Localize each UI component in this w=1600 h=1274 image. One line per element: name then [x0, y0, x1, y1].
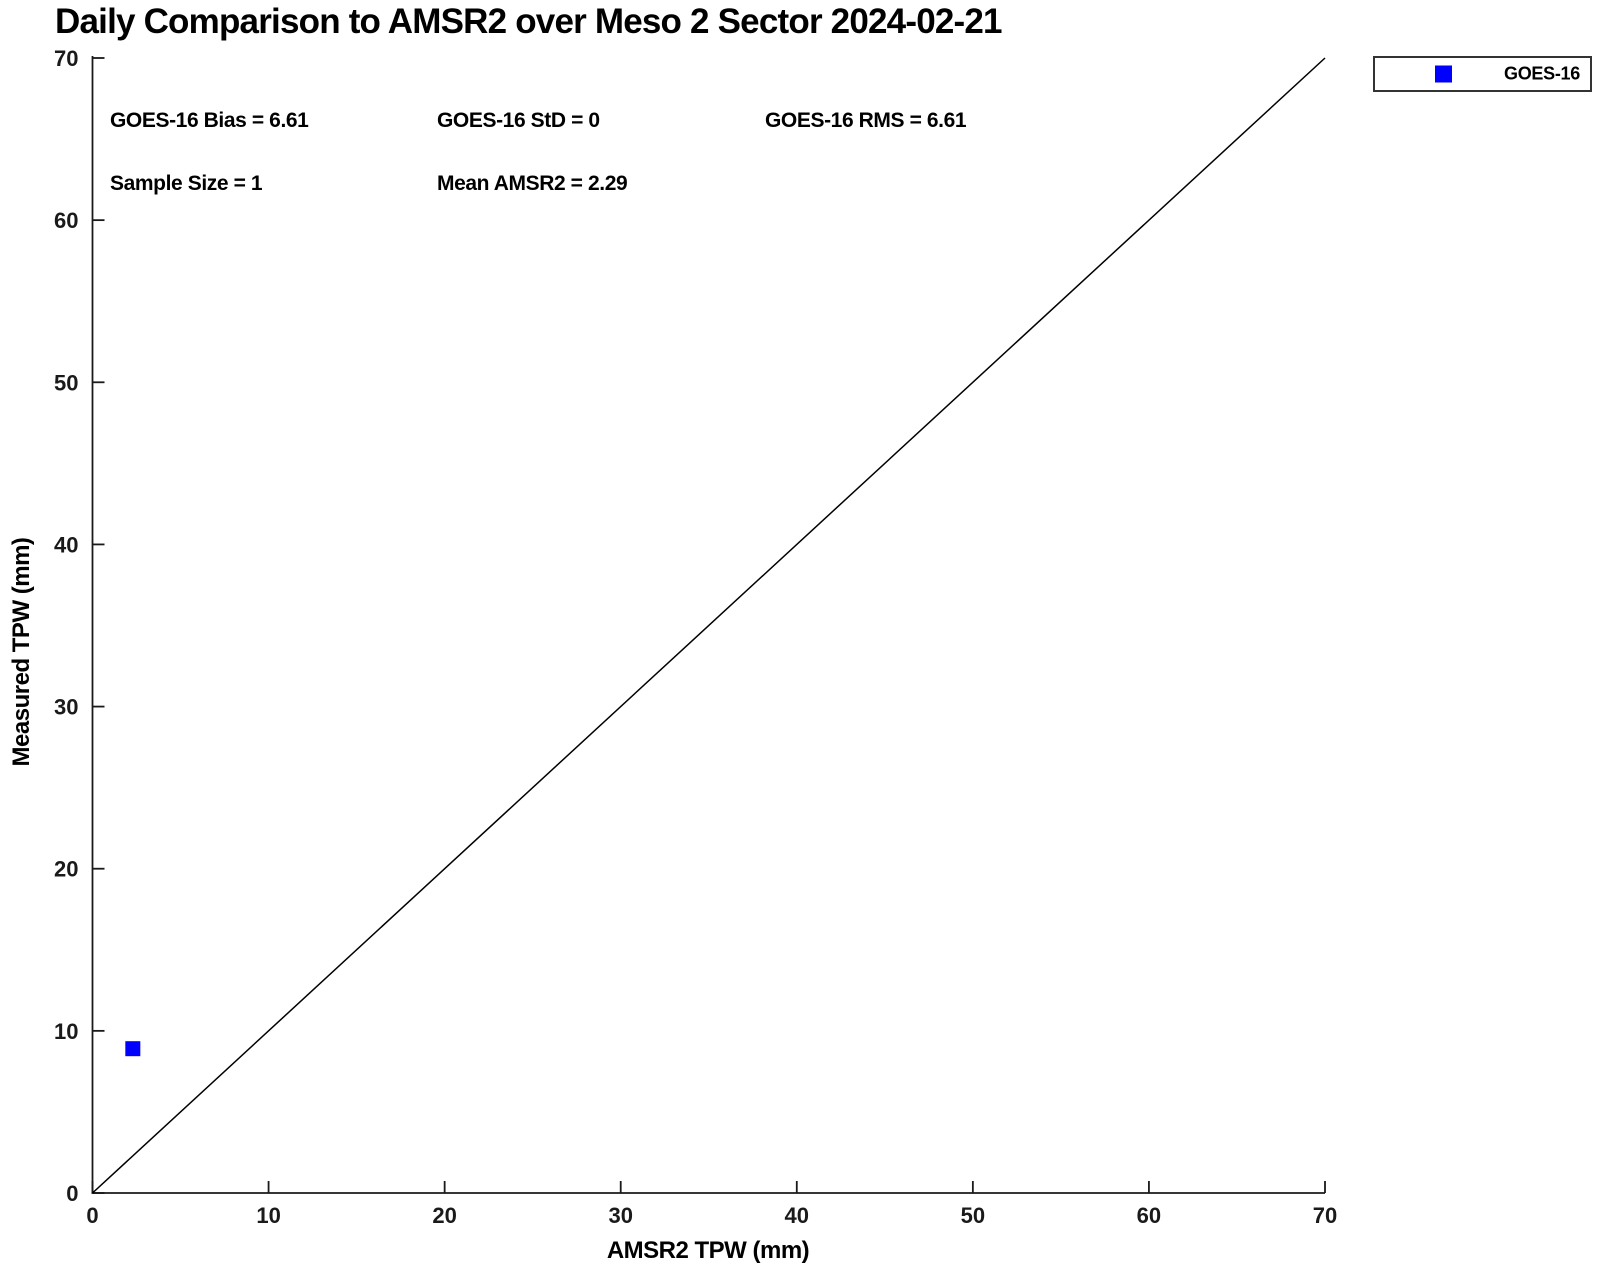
stat-sample-size: Sample Size = 1	[110, 172, 263, 195]
legend-entry-label: GOES-16	[1504, 63, 1580, 84]
chart-title: Daily Comparison to AMSR2 over Meso 2 Se…	[55, 2, 1003, 41]
legend-square-marker-icon	[1435, 65, 1452, 83]
x-tick-label: 70	[1313, 1203, 1337, 1228]
legend: GOES-16	[1373, 56, 1592, 92]
data-point-marker	[125, 1041, 141, 1057]
y-tick-label: 20	[54, 857, 78, 882]
stat-rms: GOES-16 RMS = 6.61	[765, 109, 967, 132]
x-tick-label: 50	[961, 1203, 985, 1228]
stat-std: GOES-16 StD = 0	[437, 109, 600, 132]
stat-mean-amsr2: Mean AMSR2 = 2.29	[437, 172, 628, 195]
x-tick-label: 40	[785, 1203, 809, 1228]
y-tick-label: 70	[54, 46, 78, 71]
y-tick-label: 30	[54, 695, 78, 720]
y-tick-label: 40	[54, 532, 78, 557]
x-axis-label: AMSR2 TPW (mm)	[606, 1237, 810, 1264]
y-axis-label: Measured TPW (mm)	[8, 537, 35, 767]
y-tick-label: 10	[54, 1019, 78, 1044]
x-tick-label: 30	[608, 1203, 632, 1228]
x-tick-label: 20	[432, 1203, 456, 1228]
stat-bias: GOES-16 Bias = 6.61	[110, 109, 309, 132]
identity-line	[91, 57, 1326, 1194]
x-tick-label: 10	[256, 1203, 280, 1228]
x-tick-label: 60	[1137, 1203, 1161, 1228]
y-tick-label: 0	[66, 1181, 78, 1206]
y-tick-label: 50	[54, 370, 78, 395]
y-tick-label: 60	[54, 208, 78, 233]
x-tick-label: 0	[86, 1203, 98, 1228]
